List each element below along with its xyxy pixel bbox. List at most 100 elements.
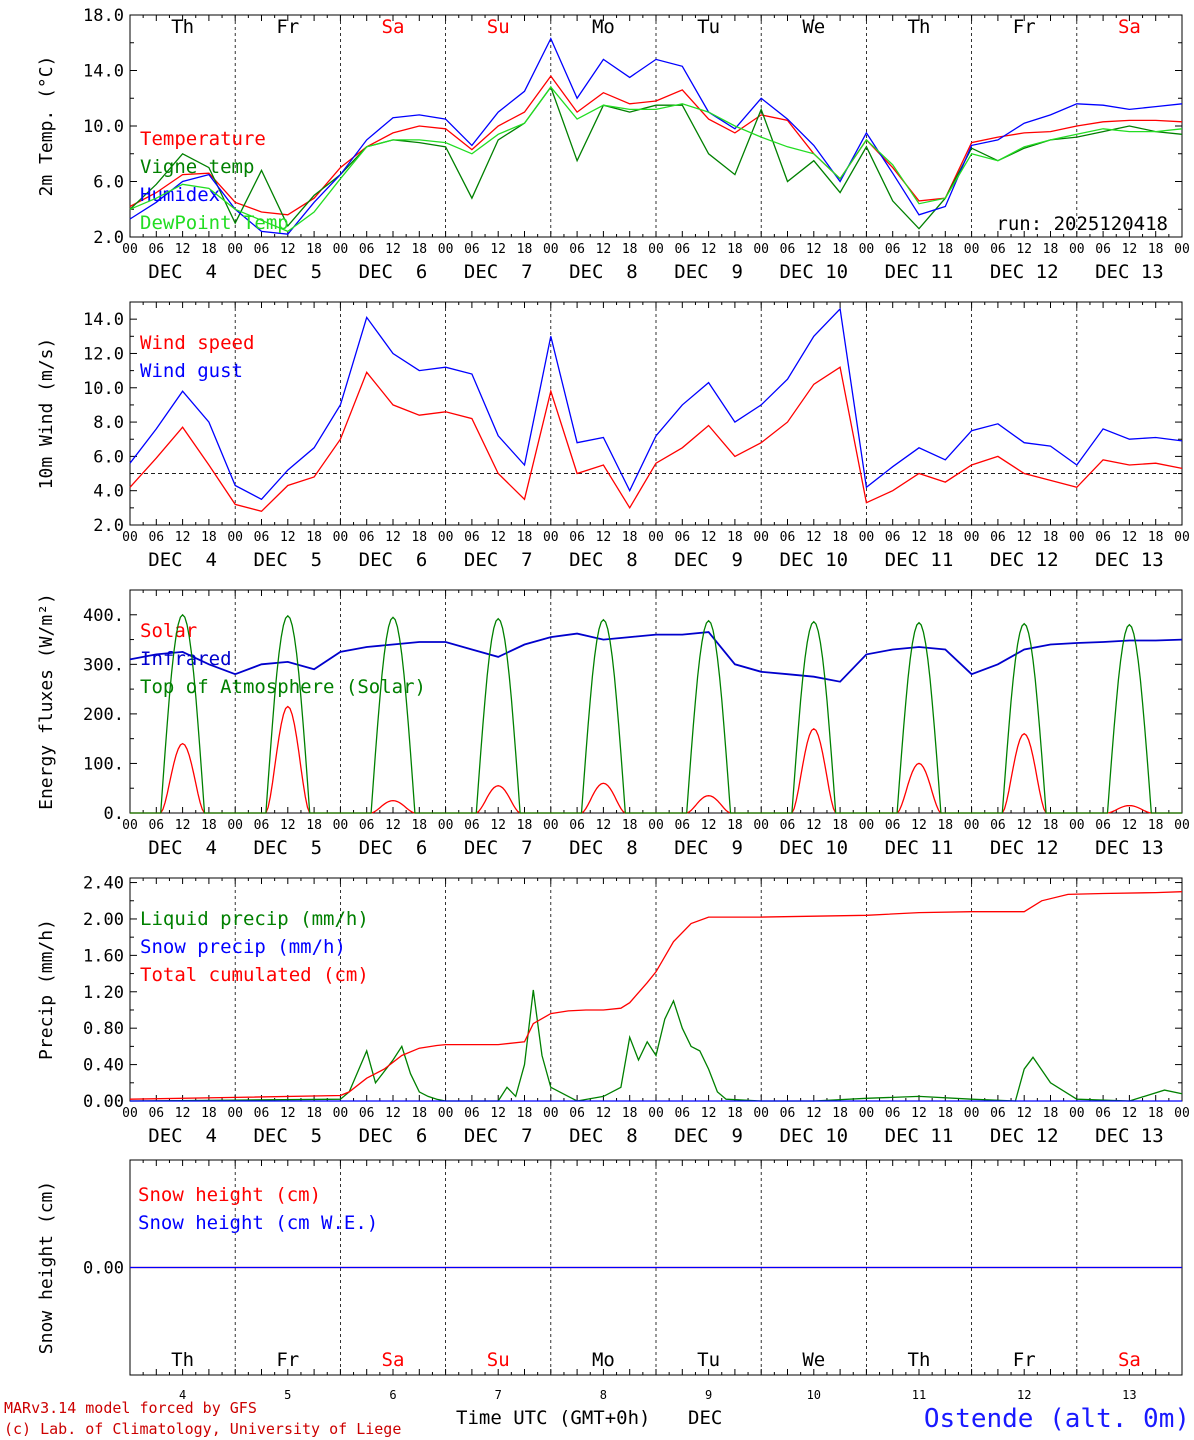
hour-tick-label: 18 [201,818,217,833]
hour-tick-label: 12 [490,818,506,833]
hour-tick-label: 00 [122,1106,138,1121]
series-line-humidex [129,37,1183,235]
day-name: Fr [276,16,299,38]
day-name: We [802,16,825,38]
hour-tick-label: 12 [175,530,191,545]
date-label: DEC 13 [1095,549,1164,571]
station-title: Ostende (alt. 0m) [924,1404,1190,1434]
hour-tick-label: 06 [990,818,1006,833]
hour-tick-label: 00 [227,818,243,833]
day-name: Th [908,16,931,38]
hour-tick-label: 06 [885,818,901,833]
legend-entry: Infrared [140,648,232,670]
hour-tick-label: 06 [990,242,1006,257]
hour-tick-label: 00 [543,1106,559,1121]
hour-tick-label: 12 [385,242,401,257]
hour-tick-label: 12 [596,818,612,833]
hour-tick-label: 00 [964,1106,980,1121]
hour-tick-label: 18 [1043,818,1059,833]
hour-tick-label: 18 [201,1106,217,1121]
y-tick-label: 6.0 [93,173,124,193]
day-number: 13 [1122,1388,1136,1402]
day-number: 12 [1017,1388,1031,1402]
date-label: DEC 4 [148,837,217,859]
hour-tick-label: 00 [227,242,243,257]
hour-tick-label: 18 [517,818,533,833]
date-label: DEC 6 [359,549,428,571]
date-label: DEC 10 [779,1125,848,1147]
day-name: Sa [1118,1349,1141,1371]
hour-tick-label: 12 [1122,818,1138,833]
hour-tick-label: 06 [1095,1106,1111,1121]
date-label: DEC 7 [464,261,533,283]
date-label: DEC 11 [885,837,954,859]
hour-tick-label: 06 [464,1106,480,1121]
hour-tick-label: 06 [464,530,480,545]
day-name: Tu [697,16,720,38]
hour-tick-label: 00 [753,818,769,833]
hour-tick-label: 12 [280,818,296,833]
series-line-dewpoint-temp [129,86,1183,233]
date-label: DEC 8 [569,261,638,283]
hour-tick-label: 06 [1095,242,1111,257]
hour-tick-label: 06 [254,242,270,257]
hour-tick-label: 06 [148,530,164,545]
hour-tick-label: 00 [753,242,769,257]
hour-tick-label: 06 [885,242,901,257]
hour-tick-label: 18 [1043,1106,1059,1121]
hour-tick-label: 06 [674,530,690,545]
hour-tick-label: 00 [122,818,138,833]
hour-tick-label: 00 [438,530,454,545]
hour-tick-label: 00 [964,818,980,833]
hour-tick-label: 00 [438,1106,454,1121]
day-name: Su [487,1349,510,1371]
day-name: Mo [592,1349,615,1371]
date-label: DEC 9 [674,837,743,859]
hour-tick-label: 12 [806,1106,822,1121]
day-name: Th [171,16,194,38]
date-label: DEC 6 [359,837,428,859]
hour-tick-label: 12 [596,242,612,257]
hour-tick-label: 12 [806,530,822,545]
hour-tick-label: 18 [1043,242,1059,257]
panel-precip: 0.00 0.40 0.80 1.20 1.60 2.00 2.40 Precip (mm/h… [36,874,1190,1147]
legend-entry: Temperature [140,128,266,150]
footer-model: MARv3.14 model forced by GFS [4,1399,257,1417]
hour-tick-label: 12 [175,818,191,833]
hour-tick-label: 12 [490,530,506,545]
y-tick-label: 14.0 [83,62,124,82]
day-number: 9 [705,1388,712,1402]
hour-tick-label: 18 [201,242,217,257]
hour-tick-label: 00 [438,818,454,833]
hour-tick-label: 00 [859,818,875,833]
day-name: Sa [382,16,405,38]
hour-tick-label: 12 [911,530,927,545]
hour-tick-label: 06 [569,1106,585,1121]
hour-tick-label: 18 [832,242,848,257]
hour-tick-label: 12 [701,1106,717,1121]
date-label: DEC 8 [569,837,638,859]
hour-tick-label: 18 [517,1106,533,1121]
y-tick-label: 1.20 [83,983,124,1003]
hour-tick-label: 06 [885,1106,901,1121]
date-label: DEC 12 [990,549,1059,571]
date-label: DEC 7 [464,837,533,859]
y-tick-label: 4.0 [93,482,124,502]
date-label: DEC 10 [779,837,848,859]
hour-tick-label: 18 [727,1106,743,1121]
date-label: DEC 12 [990,1125,1059,1147]
y-tick-label: 18.0 [83,6,124,26]
y-tick-label: 300. [83,655,124,675]
series-line-total-cumulated-cm- [129,891,1183,1100]
day-name: We [802,1349,825,1371]
hour-tick-label: 06 [1095,530,1111,545]
panel-temp: 2.0 6.0 10.0 14.0 18.0 2m Temp. (°C) 00 06 12 18 0… [36,6,1190,283]
hour-tick-label: 06 [148,1106,164,1121]
date-label: DEC 13 [1095,837,1164,859]
hour-tick-label: 18 [727,530,743,545]
hour-tick-label: 18 [201,530,217,545]
hour-tick-label: 00 [1069,1106,1085,1121]
y-tick-label: 12.0 [83,344,124,364]
hour-tick-label: 00 [1174,818,1190,833]
